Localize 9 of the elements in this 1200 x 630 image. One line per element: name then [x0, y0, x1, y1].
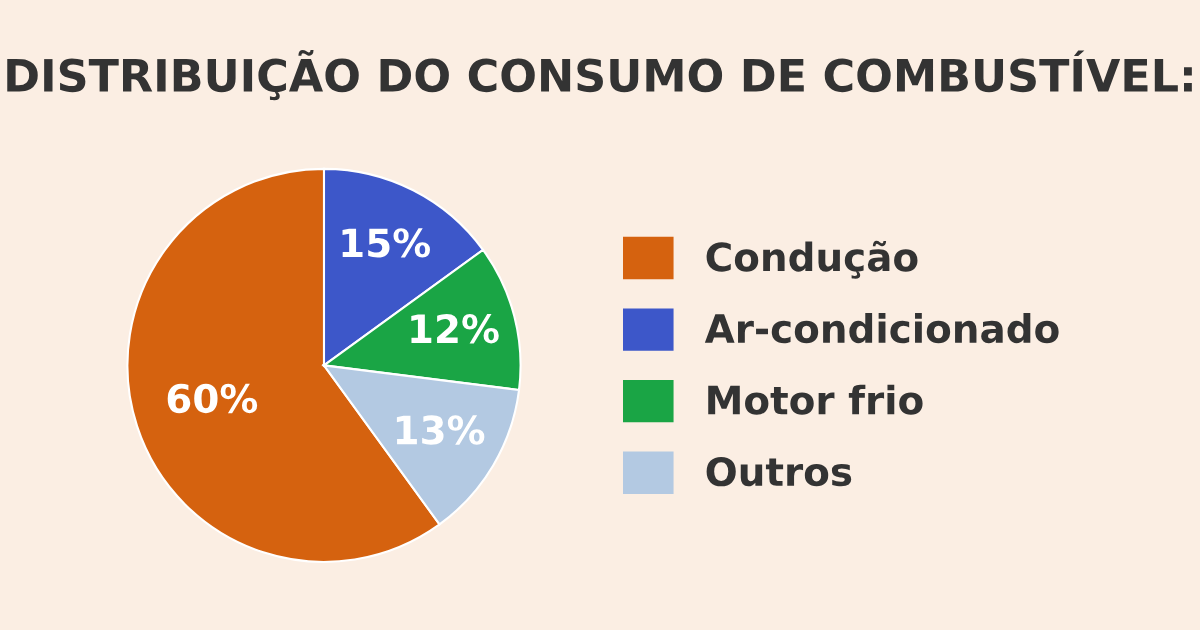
legend-label: Condução — [706, 240, 918, 279]
chart-title: DISTRIBUIÇÃO DO CONSUMO DE COMBUSTÍVEL: — [7, 49, 1192, 101]
data-label: 15% — [342, 228, 430, 258]
data-label: 12% — [411, 314, 499, 344]
data-label: 13% — [396, 415, 485, 445]
legend-label: Outros — [706, 456, 852, 487]
legend-label: Motor frio — [708, 384, 923, 415]
legend-label: Ar-condicionado — [704, 313, 1059, 344]
data-label: 60% — [167, 383, 258, 414]
